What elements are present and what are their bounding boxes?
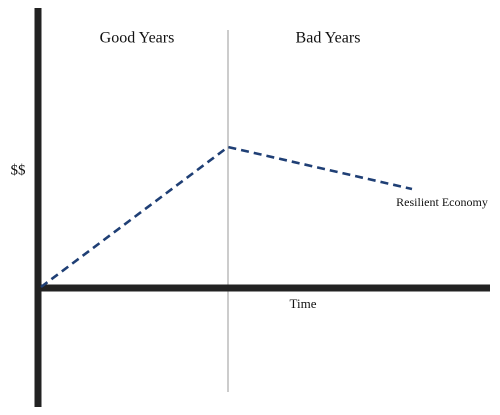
y-axis-label: $$ bbox=[11, 162, 27, 178]
period-label: Good Years bbox=[100, 30, 175, 47]
period-label: Bad Years bbox=[296, 30, 361, 47]
line-label: Resilient Economy bbox=[396, 195, 488, 209]
trend-line bbox=[40, 145, 413, 289]
x-axis-label: Time bbox=[290, 296, 317, 311]
